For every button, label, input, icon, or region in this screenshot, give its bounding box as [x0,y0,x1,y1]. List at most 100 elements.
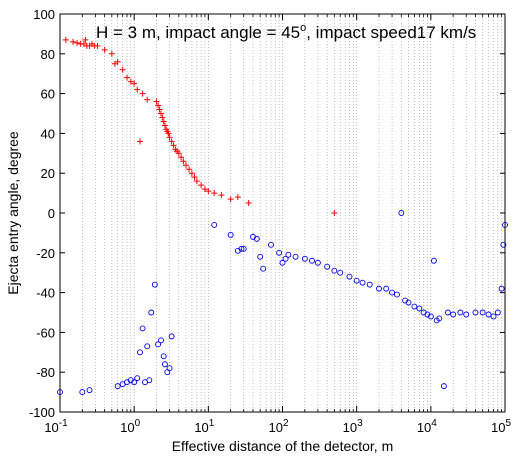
y-tick-label: -40 [36,286,55,301]
data-point-circle [457,309,464,316]
data-point-plus [62,36,69,43]
x-tick-label: 104 [417,418,437,435]
data-point-plus [119,66,126,73]
data-point-plus [170,142,177,149]
data-point-plus [127,78,134,85]
y-tick-label: -100 [29,405,55,420]
y-tick-label: 20 [41,166,55,181]
data-point-plus [160,118,167,125]
data-point-circle [268,241,274,248]
data-point-plus [178,154,185,161]
data-point-circle [279,259,286,266]
data-point-circle [389,289,396,296]
data-point-circle [444,309,451,316]
data-point-circle [144,343,151,350]
data-point-plus [101,46,108,53]
data-point-circle [314,259,321,266]
y-tick-label: 40 [41,126,55,141]
y-tick-label: 60 [41,87,55,102]
x-tick-label: 100 [120,418,140,435]
data-point-circle [139,325,146,332]
data-point-circle [427,313,434,320]
data-point-circle [166,365,173,372]
data-point-circle [158,337,164,344]
y-tick-label: 100 [33,7,55,22]
data-point-circle [490,313,497,320]
data-point-circle [134,375,141,382]
data-point-circle [211,221,218,228]
data-point-circle [331,267,338,274]
data-point-circle [376,285,382,292]
data-point-circle [86,387,93,394]
data-point-circle [383,285,390,292]
data-point-circle [498,285,505,292]
data-point-circle [463,311,470,318]
data-point-circle [285,251,292,258]
data-point-plus [157,110,164,117]
data-point-circle [160,353,167,360]
data-point-plus [245,200,252,207]
data-point-circle [292,253,299,260]
x-axis: 10-1 100 101 102 103 104 105 [44,14,511,435]
series-layer [57,36,508,396]
y-axis-label: Ejecta entry angle, degree [5,131,21,295]
data-point-circle [282,255,289,262]
data-point-circle [366,281,373,288]
data-point-circle [346,273,353,280]
data-point-circle [168,333,175,340]
data-point-plus [191,174,198,181]
x-axis-label: Effective distance of the detector, m [172,438,394,454]
data-point-plus [153,98,160,105]
data-point-circle [260,265,267,272]
data-point-circle [114,383,121,390]
chart-title: H = 3 m, impact angle = 45o, impact spee… [96,22,476,42]
data-point-circle [148,309,155,316]
y-tick-label: -60 [36,325,55,340]
data-point-plus [175,150,182,157]
y-tick-label: -20 [36,246,55,261]
data-point-plus [166,134,173,141]
y-tick-label: 0 [48,206,55,221]
y-tick-label: 80 [41,47,55,62]
data-point-circle [479,309,486,316]
data-point-circle [394,291,400,298]
data-point-plus [201,186,208,193]
data-point-circle [440,383,447,390]
data-point-circle [276,249,283,256]
data-point-circle [151,281,158,288]
data-point-plus [70,38,77,45]
data-point-plus [159,114,166,121]
data-point-plus [114,58,121,65]
data-point-circle [398,210,405,216]
data-point-plus [137,138,144,145]
data-point-circle [238,245,245,252]
data-point-circle [494,309,501,316]
data-point-circle [257,253,264,260]
data-point-plus [234,194,241,201]
data-point-circle [405,299,412,306]
data-point-plus [74,39,81,46]
data-point-plus [139,90,146,97]
data-point-plus [211,190,218,197]
data-point-circle [137,349,143,356]
data-point-plus [198,182,205,189]
data-point-circle [353,277,360,284]
data-point-circle [359,279,366,286]
data-point-plus [165,130,172,137]
data-point-circle [485,311,492,318]
data-point-circle [430,257,437,264]
data-point-plus [205,188,212,195]
x-tick-label: 102 [268,418,288,435]
data-point-plus [155,102,162,109]
data-point-plus [193,178,200,185]
data-point-plus [218,192,225,199]
data-point-circle [240,245,247,252]
data-point-circle [500,241,507,248]
data-point-plus [183,162,190,169]
data-point-circle [450,311,457,318]
data-point-circle [472,309,479,316]
grid-lines [82,14,502,412]
data-point-circle [253,235,260,242]
data-point-plus [123,74,130,81]
